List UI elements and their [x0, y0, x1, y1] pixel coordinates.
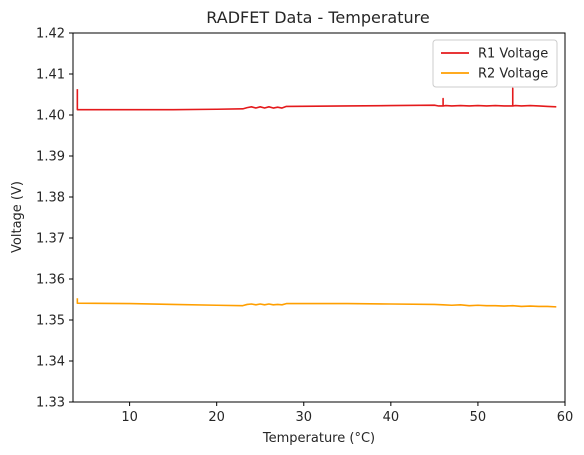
legend-label-2: R2 Voltage — [478, 67, 548, 82]
x-tick-label: 20 — [208, 410, 225, 425]
y-tick-label: 1.37 — [36, 232, 65, 247]
x-tick-label: 10 — [121, 410, 138, 425]
y-tick-label: 1.36 — [36, 273, 65, 288]
x-tick-label: 50 — [470, 410, 487, 425]
series-line-2 — [76, 298, 557, 308]
x-axis: 10 20 30 40 50 60 — [121, 402, 573, 425]
x-tick-label: 40 — [383, 410, 400, 425]
y-tick-label: 1.34 — [36, 355, 65, 370]
x-tick-label: 60 — [557, 410, 574, 425]
y-tick-label: 1.38 — [36, 191, 65, 206]
x-axis-label: Temperature (°C) — [262, 431, 375, 446]
y-axis: 1.33 1.34 1.35 1.36 1.37 1.38 1.39 1.40 1.41 1.42 — [36, 27, 73, 411]
y-tick-label: 1.35 — [36, 314, 65, 329]
chart-title: RADFET Data - Temperature — [206, 8, 429, 27]
y-tick-label: 1.40 — [36, 109, 65, 124]
y-tick-label: 1.33 — [36, 396, 65, 411]
series-line-1 — [76, 87, 557, 111]
series-layer — [76, 87, 557, 308]
y-tick-label: 1.42 — [36, 27, 65, 42]
legend-box — [432, 39, 558, 88]
y-axis-label: Voltage (V) — [10, 181, 25, 253]
y-tick-label: 1.41 — [36, 68, 65, 83]
x-tick-label: 30 — [295, 410, 312, 425]
y-tick-label: 1.39 — [36, 150, 65, 165]
legend-label-1: R1 Voltage — [478, 47, 548, 62]
plot-frame — [72, 32, 566, 403]
legend: R1 Voltage R2 Voltage — [432, 39, 558, 88]
